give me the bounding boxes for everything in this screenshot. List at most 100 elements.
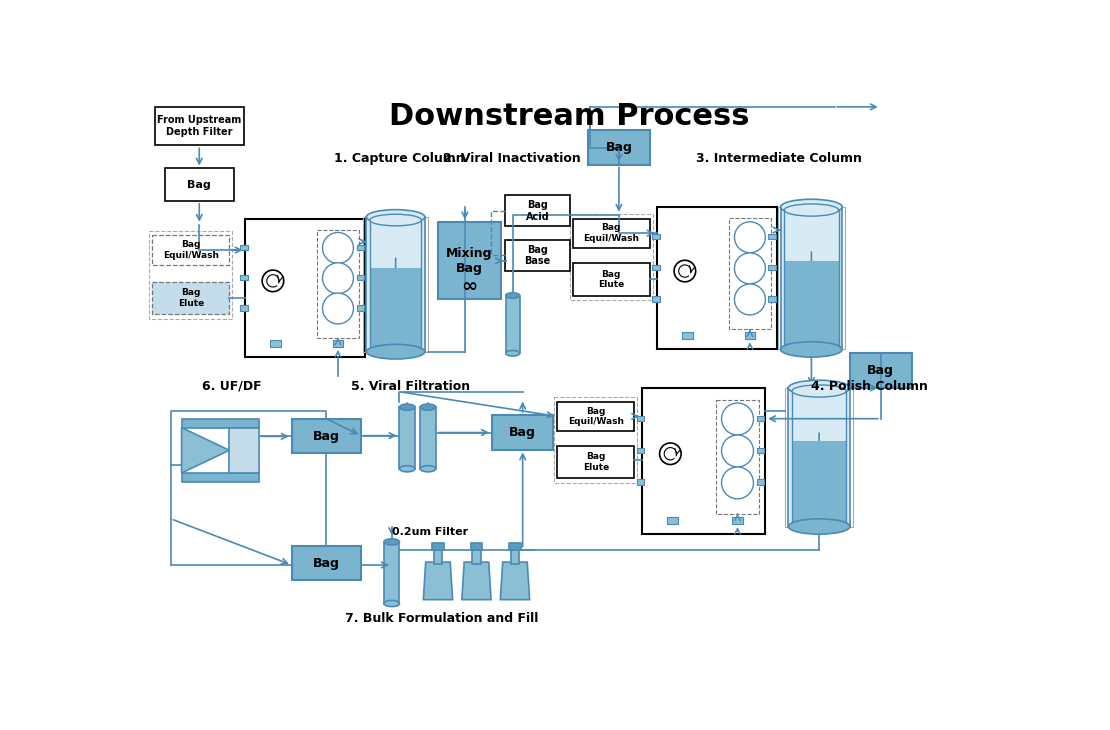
Text: Bag
Elute: Bag Elute — [178, 288, 204, 307]
Bar — [757, 480, 765, 485]
Bar — [366, 217, 425, 352]
Bar — [230, 428, 259, 473]
Text: ∞: ∞ — [462, 277, 477, 296]
Text: Bag
Equil/Wash: Bag Equil/Wash — [568, 407, 624, 426]
Bar — [588, 130, 649, 164]
Ellipse shape — [421, 404, 435, 410]
Circle shape — [722, 403, 754, 435]
Text: Bag: Bag — [605, 141, 633, 154]
Bar — [152, 282, 230, 314]
Bar — [471, 543, 483, 550]
Circle shape — [659, 443, 682, 464]
Ellipse shape — [780, 342, 842, 357]
Bar — [400, 407, 415, 469]
Circle shape — [323, 233, 353, 264]
Text: 2. Viral Inactivation: 2. Viral Inactivation — [443, 152, 582, 165]
Bar — [682, 332, 693, 339]
Text: Bag
Equil/Wash: Bag Equil/Wash — [583, 223, 639, 243]
Text: Bag: Bag — [188, 180, 211, 190]
Ellipse shape — [793, 385, 846, 397]
Text: Bag
Elute: Bag Elute — [583, 452, 609, 472]
Ellipse shape — [506, 350, 519, 356]
Bar — [384, 542, 400, 604]
Bar — [505, 196, 571, 226]
Bar — [182, 419, 259, 428]
Bar — [554, 397, 637, 483]
Circle shape — [722, 435, 754, 467]
Bar — [788, 388, 850, 526]
Text: Bag
Equil/Wash: Bag Equil/Wash — [163, 240, 219, 260]
Bar — [569, 214, 653, 300]
Bar — [557, 402, 634, 431]
Bar — [642, 388, 765, 534]
Circle shape — [722, 467, 754, 499]
Bar — [164, 169, 234, 201]
Text: 0.2um Filter: 0.2um Filter — [392, 527, 468, 537]
Bar — [729, 218, 770, 329]
Bar — [780, 207, 842, 350]
Bar — [421, 407, 435, 469]
Circle shape — [323, 263, 353, 293]
Bar — [652, 265, 659, 270]
Bar — [768, 296, 776, 301]
Bar — [793, 441, 846, 526]
Bar — [356, 245, 364, 250]
Bar — [292, 419, 361, 453]
Bar — [492, 415, 554, 450]
Circle shape — [674, 261, 696, 282]
Text: Bag: Bag — [867, 364, 895, 377]
Ellipse shape — [421, 466, 435, 472]
Bar — [637, 415, 644, 421]
Bar — [509, 543, 521, 550]
Bar — [657, 207, 777, 350]
Text: Bag: Bag — [509, 426, 536, 439]
Text: 5. Viral Filtration: 5. Viral Filtration — [351, 380, 471, 393]
Text: Downstream Process: Downstream Process — [388, 102, 749, 131]
Text: 6. UF/DF: 6. UF/DF — [202, 380, 261, 393]
Text: 7. Bulk Formulation and Fill: 7. Bulk Formulation and Fill — [345, 612, 538, 626]
Bar — [505, 240, 571, 271]
Bar — [745, 332, 755, 339]
Circle shape — [262, 270, 284, 292]
Bar — [573, 263, 649, 296]
Bar — [637, 480, 644, 485]
Bar — [370, 268, 422, 352]
Bar — [716, 399, 759, 514]
Ellipse shape — [506, 293, 519, 299]
Bar — [733, 518, 743, 524]
Bar — [182, 473, 259, 482]
Ellipse shape — [366, 345, 425, 359]
Bar — [652, 234, 659, 239]
Bar — [245, 218, 365, 357]
Bar — [370, 220, 422, 349]
Text: Bag
Acid: Bag Acid — [526, 200, 549, 222]
Bar — [432, 543, 444, 550]
Circle shape — [323, 293, 353, 324]
Bar — [333, 340, 343, 347]
Text: From Upstream
Depth Filter: From Upstream Depth Filter — [158, 115, 241, 137]
Polygon shape — [182, 428, 230, 473]
Bar — [573, 218, 649, 247]
Bar — [317, 230, 359, 338]
Bar — [793, 391, 846, 523]
Polygon shape — [462, 562, 491, 599]
Ellipse shape — [780, 199, 842, 215]
Ellipse shape — [400, 404, 415, 410]
Bar — [472, 550, 481, 564]
Bar — [667, 518, 678, 524]
Bar — [155, 107, 244, 145]
Text: Mixing
Bag: Mixing Bag — [446, 247, 493, 275]
Bar — [652, 296, 659, 301]
Bar — [506, 296, 519, 353]
Bar — [768, 265, 776, 270]
Bar — [785, 210, 838, 346]
Bar — [363, 217, 428, 352]
Text: Bag: Bag — [313, 429, 340, 442]
Ellipse shape — [366, 210, 425, 224]
Bar — [356, 275, 364, 280]
Text: Bag
Elute: Bag Elute — [598, 269, 624, 289]
Bar — [356, 305, 364, 311]
Ellipse shape — [785, 204, 838, 216]
Ellipse shape — [788, 519, 850, 534]
Bar — [240, 275, 248, 280]
